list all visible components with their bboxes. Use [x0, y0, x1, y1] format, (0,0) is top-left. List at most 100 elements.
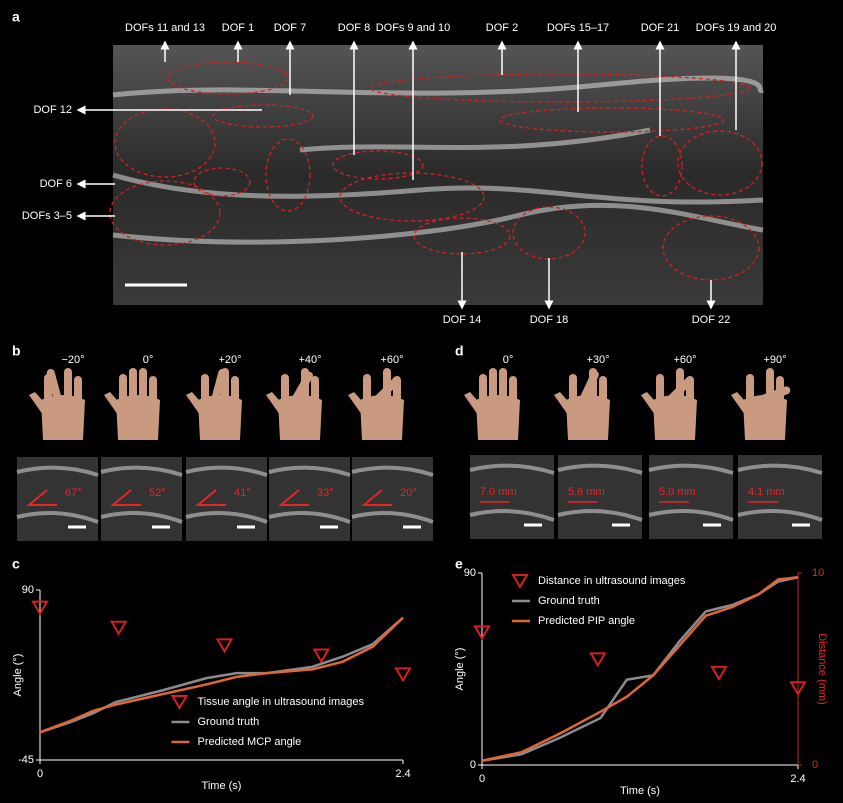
- finger: [776, 376, 784, 404]
- palm: [278, 395, 322, 440]
- finger: [301, 368, 309, 404]
- series-line: [39, 616, 404, 734]
- x-label: Time (s): [620, 785, 660, 797]
- legend-marker: [170, 695, 189, 710]
- palm: [360, 395, 404, 440]
- y-tick-label: 0: [470, 759, 476, 771]
- thumb: [266, 392, 286, 415]
- finger-angle: 0°: [503, 354, 514, 366]
- marker: [789, 681, 807, 697]
- legend-label: Ground truth: [538, 595, 600, 607]
- dof-label: DOFs 15–17: [547, 22, 609, 34]
- finger: [231, 376, 239, 404]
- us-texture: [16, 465, 99, 524]
- dof-label: DOF 14: [443, 314, 482, 326]
- finger-angle: +20°: [218, 354, 241, 366]
- us-texture: [268, 465, 351, 524]
- palm: [566, 395, 610, 440]
- hand-photos: −20° 67° 0° 52° +20° 41° +40° 33° +60° 20° 0° 7.0 m…: [16, 354, 823, 541]
- dof-label: DOF 8: [338, 22, 370, 34]
- series-line: [481, 576, 799, 762]
- legend-label: Distance in ultrasound images: [538, 575, 686, 587]
- dof-label: DOF 21: [641, 22, 680, 34]
- us-texture: [469, 463, 555, 522]
- panel-label: e: [455, 556, 463, 572]
- finger-angle: −20°: [61, 354, 84, 366]
- marker: [31, 600, 49, 616]
- x-tick-label: 0: [479, 773, 485, 785]
- palm: [653, 395, 697, 440]
- finger: [766, 368, 774, 404]
- distance: 7.0 mm: [480, 486, 517, 498]
- thumb: [731, 392, 751, 415]
- dof-label: DOF 22: [692, 314, 731, 326]
- thumb: [186, 392, 206, 415]
- marker: [589, 652, 607, 668]
- palm: [41, 395, 85, 440]
- x-tick-label: 0: [37, 768, 43, 780]
- finger: [149, 376, 157, 404]
- tissue-texture: [112, 75, 764, 245]
- x-label: Time (s): [202, 780, 242, 792]
- dof-label: DOFs 3–5: [22, 210, 72, 222]
- thumb: [348, 392, 368, 415]
- finger: [676, 368, 684, 404]
- finger: [46, 368, 62, 405]
- marker: [394, 667, 412, 683]
- angle-mark: [278, 489, 309, 506]
- y2-tick-label: 10: [812, 567, 824, 579]
- us-texture: [185, 465, 268, 524]
- marker: [215, 638, 234, 654]
- y2-tick-label: 0: [812, 759, 818, 771]
- finger: [119, 374, 127, 404]
- finger: [479, 374, 487, 404]
- legend-label: Tissue angle in ultrasound images: [198, 696, 365, 708]
- tissue-angle: 20°: [400, 487, 417, 499]
- roi-ellipses: [109, 61, 763, 281]
- marker: [109, 620, 128, 636]
- us-texture: [648, 463, 734, 522]
- finger: [64, 368, 72, 404]
- finger: [499, 368, 507, 404]
- dof-label: DOFs 9 and 10: [376, 22, 451, 34]
- finger: [746, 374, 754, 404]
- finger: [589, 368, 597, 404]
- finger: [656, 374, 664, 404]
- dof-label: DOF 18: [530, 314, 569, 326]
- marker: [710, 665, 728, 681]
- tissue-angle: 52°: [149, 487, 166, 499]
- tissue-angle: 41°: [234, 487, 251, 499]
- tissue-angle: 33°: [317, 487, 334, 499]
- finger-angle: +60°: [673, 354, 696, 366]
- finger: [201, 374, 209, 404]
- distance: 5.6 mm: [568, 486, 605, 498]
- finger: [686, 376, 694, 404]
- panel-label: a: [12, 9, 20, 25]
- y2-label: Distance (mm): [816, 633, 828, 705]
- us-texture: [737, 463, 823, 522]
- angle-mark: [26, 489, 57, 506]
- finger-angle: +90°: [763, 354, 786, 366]
- legend-label: Predicted PIP angle: [538, 615, 635, 627]
- dof-label: DOF 6: [40, 178, 72, 190]
- finger: [139, 368, 147, 404]
- thumb: [641, 392, 661, 415]
- finger-angle: 0°: [143, 354, 154, 366]
- finger: [489, 368, 497, 404]
- finger-angle: +30°: [586, 354, 609, 366]
- marker: [473, 625, 491, 641]
- thumb: [554, 392, 574, 415]
- angle-mark: [361, 489, 392, 506]
- y-tick-label: -45: [18, 754, 34, 766]
- us-texture: [100, 465, 183, 524]
- dof-label: DOFs 19 and 20: [696, 22, 777, 34]
- x-tick-label: 2.4: [395, 768, 410, 780]
- angle-mark: [110, 489, 141, 506]
- series-line: [481, 576, 799, 762]
- y-label: Angle (°): [12, 654, 24, 697]
- marker: [312, 648, 331, 664]
- y-label: Angle (°): [454, 648, 466, 691]
- finger: [383, 368, 391, 404]
- palm: [116, 395, 160, 440]
